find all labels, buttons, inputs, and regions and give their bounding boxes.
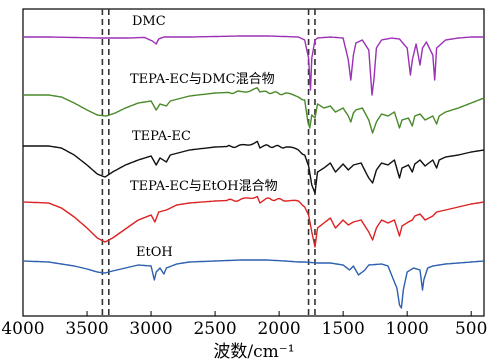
- x-tick-label-2500: 2500: [193, 319, 236, 339]
- x-tick-label-1000: 1000: [386, 319, 429, 339]
- x-tick-label-3000: 3000: [129, 319, 172, 339]
- x-tick-label-4000: 4000: [1, 319, 44, 339]
- series-label-etoh: EtOH: [136, 245, 173, 260]
- series-line-tepa-ec-etoh--3: [22, 195, 485, 248]
- series-label-tepa-ec-dmc: TEPA-EC与DMC混合物: [130, 72, 275, 87]
- x-tick-label-1500: 1500: [322, 319, 365, 339]
- reference-lines: [101, 9, 316, 316]
- series-label-dmc: DMC: [132, 14, 166, 29]
- x-axis-ticks: 4000 3500 3000 2500 2000 1500 1000 500: [1, 311, 487, 339]
- series-line-tepa-ec-dmc--1: [23, 87, 485, 134]
- plot-frame: [22, 8, 485, 317]
- series-lines: [22, 35, 485, 309]
- series-line-dmc-0: [23, 35, 484, 96]
- x-tick-label-2000: 2000: [257, 319, 300, 339]
- x-tick-label-3500: 3500: [65, 319, 108, 339]
- series-line-tepa-ec-2: [23, 140, 485, 194]
- series-label-tepa-ec-etoh: TEPA-EC与EtOH混合物: [130, 179, 278, 194]
- series-line-etoh-4: [22, 259, 485, 309]
- x-axis-label: 波数/cm⁻¹: [213, 342, 294, 362]
- series-label-tepa-ec: TEPA-EC: [132, 129, 191, 144]
- x-tick-label-500: 500: [455, 319, 487, 339]
